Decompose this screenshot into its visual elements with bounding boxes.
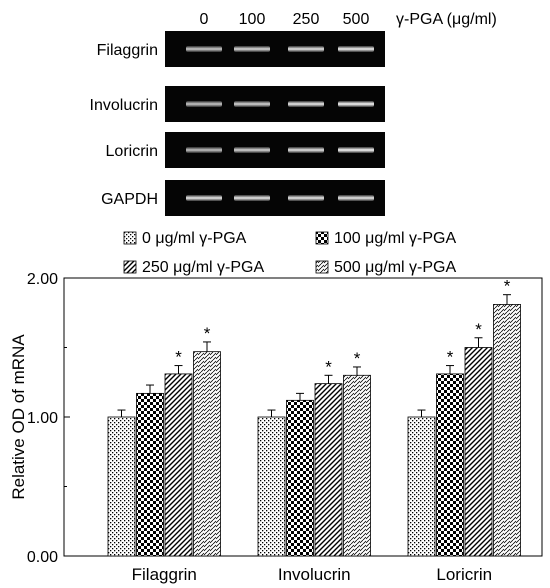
y-tick-label: 1.00: [27, 410, 58, 427]
x-tick-labels: Filaggrin Involucrin Loricrin: [132, 565, 492, 584]
gel-band: [288, 195, 324, 201]
bar: [343, 374, 371, 557]
bar: [493, 304, 521, 557]
gene-label: Filaggrin: [97, 42, 158, 59]
significance-star: *: [447, 348, 454, 367]
y-tick-label: 2.00: [27, 271, 58, 288]
legend-swatch: [315, 260, 329, 274]
gel-header: 0 100 250 500 γ-PGA (μg/ml): [200, 11, 497, 28]
y-axis-title: Relative OD of mRNA: [9, 334, 28, 500]
gene-label: Involucrin: [90, 97, 158, 114]
gel-band: [338, 147, 374, 153]
y-ticks: 0.00 1.00 2.00: [27, 271, 70, 566]
lane-label: 100: [239, 11, 266, 28]
bars: * * * * * * *: [107, 277, 521, 557]
legend-label: 500 μg/ml γ-PGA: [334, 259, 456, 276]
bar: [407, 416, 436, 557]
gene-label: Loricrin: [106, 143, 158, 160]
legend-label: 100 μg/ml γ-PGA: [334, 230, 456, 247]
gel-band: [186, 46, 222, 52]
bar: [436, 373, 464, 557]
bar: [286, 399, 314, 557]
x-tick-label: Loricrin: [436, 565, 492, 584]
significance-star: *: [204, 324, 211, 343]
gel-band: [288, 46, 324, 52]
bar: [107, 416, 136, 557]
gel-band: [338, 46, 374, 52]
treatment-label: γ-PGA (μg/ml): [396, 11, 497, 28]
significance-star: *: [354, 349, 361, 368]
significance-star: *: [475, 320, 482, 339]
bar: [136, 392, 164, 557]
x-tick-label: Involucrin: [278, 565, 351, 584]
lane-label: 250: [293, 11, 320, 28]
bar: [257, 416, 286, 557]
gel-band: [288, 147, 324, 153]
gel-rows: Filaggrin Involucrin Loricrin GAPDH: [90, 31, 385, 216]
gel-band: [186, 195, 222, 201]
gene-label: GAPDH: [101, 191, 158, 208]
bar: [164, 373, 193, 557]
gel-band: [186, 147, 222, 153]
legend-label: 250 μg/ml γ-PGA: [142, 259, 264, 276]
lane-label: 500: [343, 11, 370, 28]
lane-label: 0: [200, 11, 209, 28]
gel-band: [338, 101, 374, 107]
significance-star: *: [325, 357, 332, 376]
x-tick-label: Filaggrin: [132, 565, 197, 584]
significance-star: *: [504, 277, 511, 296]
gel-band: [234, 195, 270, 201]
gel-band: [338, 195, 374, 201]
chart-legend: 0 μg/ml γ-PGA 100 μg/ml γ-PGA 250 μg/ml γ-…: [123, 230, 456, 276]
legend-swatch: [123, 231, 137, 245]
bar: [464, 347, 493, 557]
bar: [314, 383, 343, 557]
significance-star: *: [175, 348, 182, 367]
legend-swatch: [315, 231, 329, 245]
legend-label: 0 μg/ml γ-PGA: [142, 230, 247, 247]
gel-band: [234, 147, 270, 153]
bar: [193, 351, 221, 557]
gel-band: [288, 101, 324, 107]
y-tick-label: 0.00: [27, 549, 58, 566]
gel-band: [186, 101, 222, 107]
gel-band: [234, 101, 270, 107]
gel-band: [234, 46, 270, 52]
legend-swatch: [123, 260, 137, 274]
bar-chart: 0.00 1.00 2.00 * * * * * * * Filaggrin Involucrin…: [9, 271, 543, 584]
